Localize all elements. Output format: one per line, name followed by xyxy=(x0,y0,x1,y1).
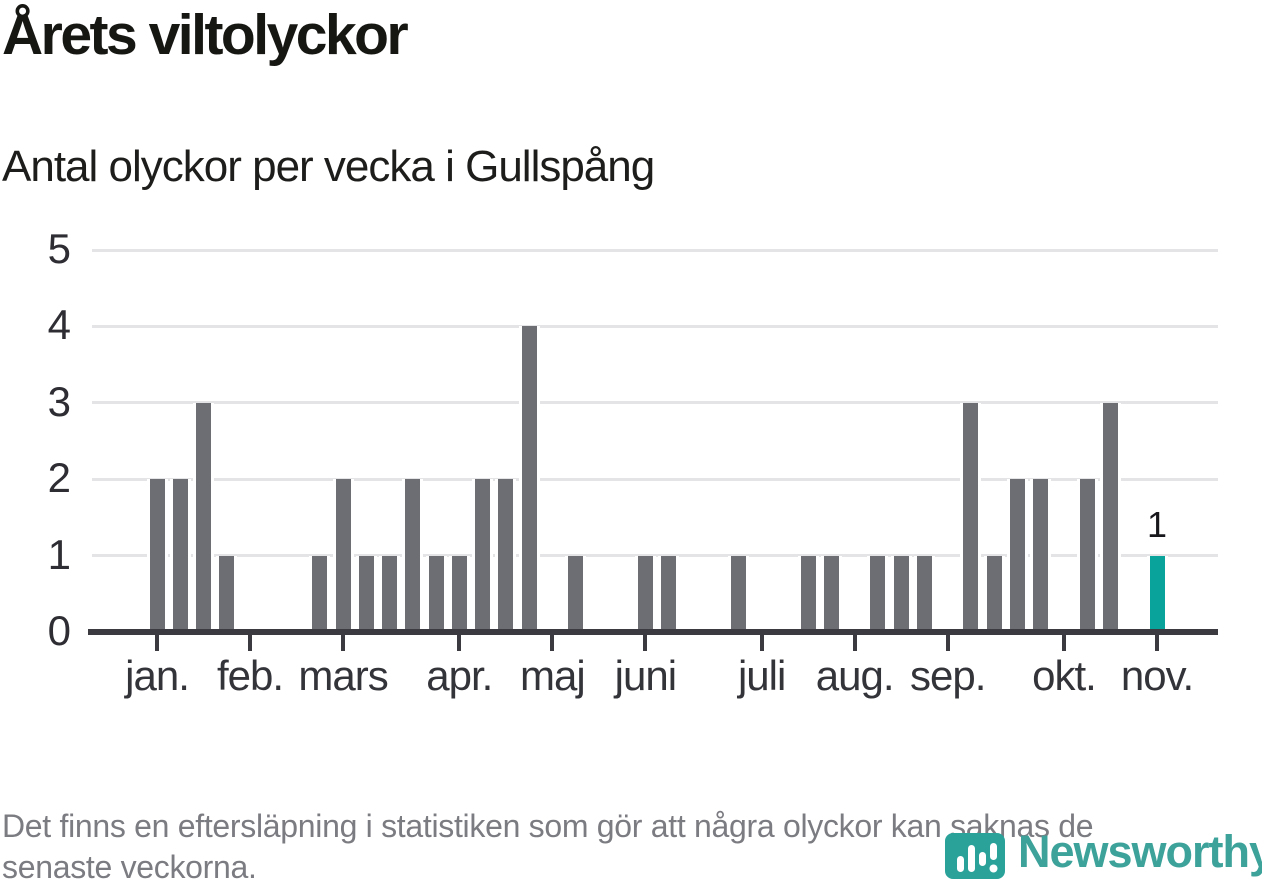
x-axis-tick xyxy=(1061,635,1066,651)
y-axis-label: 3 xyxy=(47,377,71,425)
x-axis-tick xyxy=(155,635,159,651)
y-axis-label: 4 xyxy=(47,301,71,349)
x-axis-tick xyxy=(759,635,764,651)
bar xyxy=(405,479,421,632)
bar xyxy=(1033,479,1049,632)
bar xyxy=(196,402,211,632)
newsworthy-logo: Newsworthy xyxy=(944,826,1262,879)
highlight-bar xyxy=(1149,555,1165,632)
bar xyxy=(730,555,746,632)
bar xyxy=(358,555,374,632)
x-axis-tick xyxy=(852,635,857,651)
gridline xyxy=(92,401,1218,405)
bar xyxy=(800,555,816,632)
gridline xyxy=(92,554,1218,558)
bar xyxy=(893,555,909,632)
bar xyxy=(498,479,514,632)
newsworthy-wordmark: Newsworthy xyxy=(1018,826,1262,877)
footer-note-line-1: Det finns en eftersläpning i statistiken… xyxy=(2,808,1094,844)
bar xyxy=(428,555,444,632)
bar xyxy=(172,479,188,632)
month-label: juli xyxy=(737,652,786,699)
x-axis-tick xyxy=(341,635,346,651)
bar xyxy=(149,479,165,632)
weekly-accidents-bar-chart: 0 1 2 3 4 5 jan. feb. mars apr. maj juni juli aug. sep… xyxy=(47,225,1218,699)
bar xyxy=(661,555,677,632)
bar xyxy=(475,479,491,632)
bar xyxy=(637,555,653,632)
footer-note-line-2: senaste veckorna. xyxy=(2,849,257,879)
month-label: nov. xyxy=(1120,652,1194,699)
y-axis-label: 1 xyxy=(47,530,71,578)
x-axis-tick xyxy=(550,635,555,651)
newsworthy-pin-bar-chart-icon xyxy=(945,833,1005,879)
y-axis-label: 2 xyxy=(47,454,71,502)
month-label: aug. xyxy=(815,652,895,699)
bar xyxy=(1079,479,1095,632)
chart-subtitle: Antal olyckor per vecka i Gullspång xyxy=(2,142,655,191)
bar xyxy=(521,326,537,632)
bar xyxy=(1102,402,1118,632)
bar xyxy=(568,555,584,632)
month-label: okt. xyxy=(1032,652,1097,699)
month-label: apr. xyxy=(426,652,493,699)
bar xyxy=(335,479,351,632)
bar xyxy=(916,555,932,632)
month-label: maj xyxy=(520,652,586,699)
month-label: jan. xyxy=(125,652,190,699)
page-title: Årets viltolyckor xyxy=(2,3,409,67)
x-axis-tick xyxy=(643,635,648,651)
x-axis-line xyxy=(88,629,1218,635)
x-axis-tick xyxy=(248,635,253,651)
x-axis-tick xyxy=(1155,635,1159,651)
month-label: mars xyxy=(298,652,388,699)
bar xyxy=(312,555,328,632)
bar xyxy=(870,555,886,632)
bar xyxy=(382,555,398,632)
y-axis-label: 0 xyxy=(47,607,71,654)
x-axis-tick xyxy=(457,635,462,651)
month-label: sep. xyxy=(909,652,986,699)
footer-note: Det finns en eftersläpning i statistiken… xyxy=(2,806,1094,879)
bar xyxy=(451,555,467,632)
x-axis-tick xyxy=(945,635,950,651)
bar-data-label: 1 xyxy=(1146,503,1168,545)
bar xyxy=(986,555,1002,632)
gridline xyxy=(92,477,1218,481)
y-axis-label: 5 xyxy=(47,225,71,272)
bar xyxy=(1009,479,1025,632)
bar xyxy=(963,402,979,632)
gridline xyxy=(92,324,1218,328)
bar xyxy=(823,555,839,632)
month-label: feb. xyxy=(216,652,284,699)
bar xyxy=(219,555,235,632)
month-label: juni xyxy=(614,652,677,699)
gridline xyxy=(92,248,1218,252)
